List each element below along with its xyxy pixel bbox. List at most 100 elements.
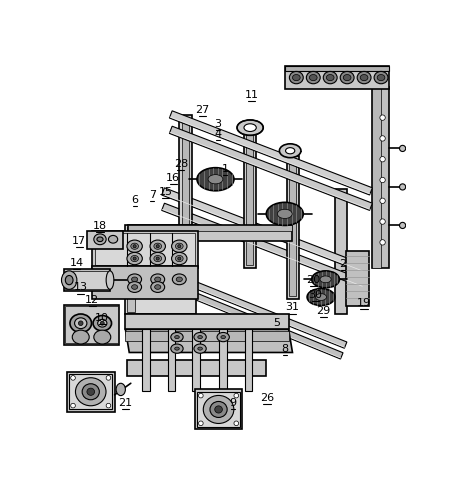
Ellipse shape [319,276,331,283]
Ellipse shape [172,274,186,285]
Polygon shape [92,266,198,298]
Ellipse shape [151,281,164,292]
Polygon shape [87,231,123,249]
Ellipse shape [234,421,238,426]
Ellipse shape [306,288,334,305]
Polygon shape [169,126,372,211]
Polygon shape [169,111,372,195]
Ellipse shape [70,314,91,332]
Ellipse shape [379,157,384,162]
Text: 4: 4 [214,129,221,139]
Polygon shape [345,251,368,306]
Ellipse shape [193,332,206,342]
Bar [142,329,150,391]
Bar [167,329,175,391]
Polygon shape [371,87,388,268]
Ellipse shape [170,344,183,353]
Ellipse shape [309,74,317,81]
Polygon shape [94,233,195,265]
Ellipse shape [266,202,303,226]
Polygon shape [289,159,296,296]
Text: 3: 3 [214,119,221,129]
Polygon shape [334,189,346,314]
Polygon shape [284,66,388,89]
Text: 10: 10 [95,313,109,323]
Ellipse shape [343,74,350,81]
Ellipse shape [279,144,300,158]
Ellipse shape [236,120,262,135]
Ellipse shape [174,335,179,339]
Ellipse shape [70,403,75,408]
Ellipse shape [198,347,202,350]
Text: 8: 8 [281,344,288,354]
Polygon shape [125,226,196,314]
Text: 7: 7 [148,190,156,200]
Polygon shape [244,128,256,268]
Text: 21: 21 [118,398,132,408]
Ellipse shape [130,255,138,261]
Ellipse shape [171,252,187,264]
Ellipse shape [399,145,405,152]
Bar [67,372,115,412]
Bar [244,329,252,391]
Ellipse shape [70,376,75,380]
Ellipse shape [311,271,339,288]
Ellipse shape [315,293,326,300]
Polygon shape [125,314,288,329]
Text: 18: 18 [93,221,107,231]
Ellipse shape [359,74,367,81]
Ellipse shape [306,71,319,84]
Text: 31: 31 [285,302,299,312]
Polygon shape [286,156,299,298]
Ellipse shape [151,274,164,285]
Text: 11: 11 [244,90,258,100]
Ellipse shape [198,335,202,339]
Polygon shape [125,329,292,352]
Polygon shape [161,188,364,272]
Polygon shape [64,305,119,345]
Ellipse shape [175,243,183,250]
Ellipse shape [326,74,333,81]
Ellipse shape [285,148,294,154]
Ellipse shape [127,240,142,252]
Bar [219,329,226,391]
Ellipse shape [154,277,161,281]
Ellipse shape [93,315,111,331]
Ellipse shape [203,395,233,424]
Ellipse shape [176,277,182,281]
Ellipse shape [174,347,179,350]
Ellipse shape [94,330,110,344]
Ellipse shape [292,74,299,81]
Text: 12: 12 [85,295,99,305]
Ellipse shape [340,71,353,84]
Ellipse shape [74,318,87,329]
Text: 26: 26 [259,393,273,403]
Polygon shape [64,269,110,291]
Ellipse shape [106,376,110,380]
Ellipse shape [150,240,165,252]
Ellipse shape [150,252,165,264]
Ellipse shape [216,332,229,342]
Text: 16: 16 [166,173,180,183]
Ellipse shape [128,281,141,292]
Text: 19: 19 [356,298,370,308]
Bar [197,392,239,427]
Ellipse shape [210,402,227,418]
Bar [194,389,242,430]
Ellipse shape [87,388,94,395]
Ellipse shape [130,243,138,250]
Text: 5: 5 [273,318,280,328]
Ellipse shape [97,237,103,242]
Ellipse shape [399,184,405,190]
Ellipse shape [133,257,136,260]
Polygon shape [182,118,188,258]
Ellipse shape [106,403,110,408]
Ellipse shape [214,406,222,413]
Ellipse shape [65,275,73,285]
Ellipse shape [108,236,117,243]
Polygon shape [128,226,292,241]
Ellipse shape [177,245,180,248]
Ellipse shape [75,378,106,406]
Ellipse shape [198,421,202,426]
Ellipse shape [156,257,159,260]
